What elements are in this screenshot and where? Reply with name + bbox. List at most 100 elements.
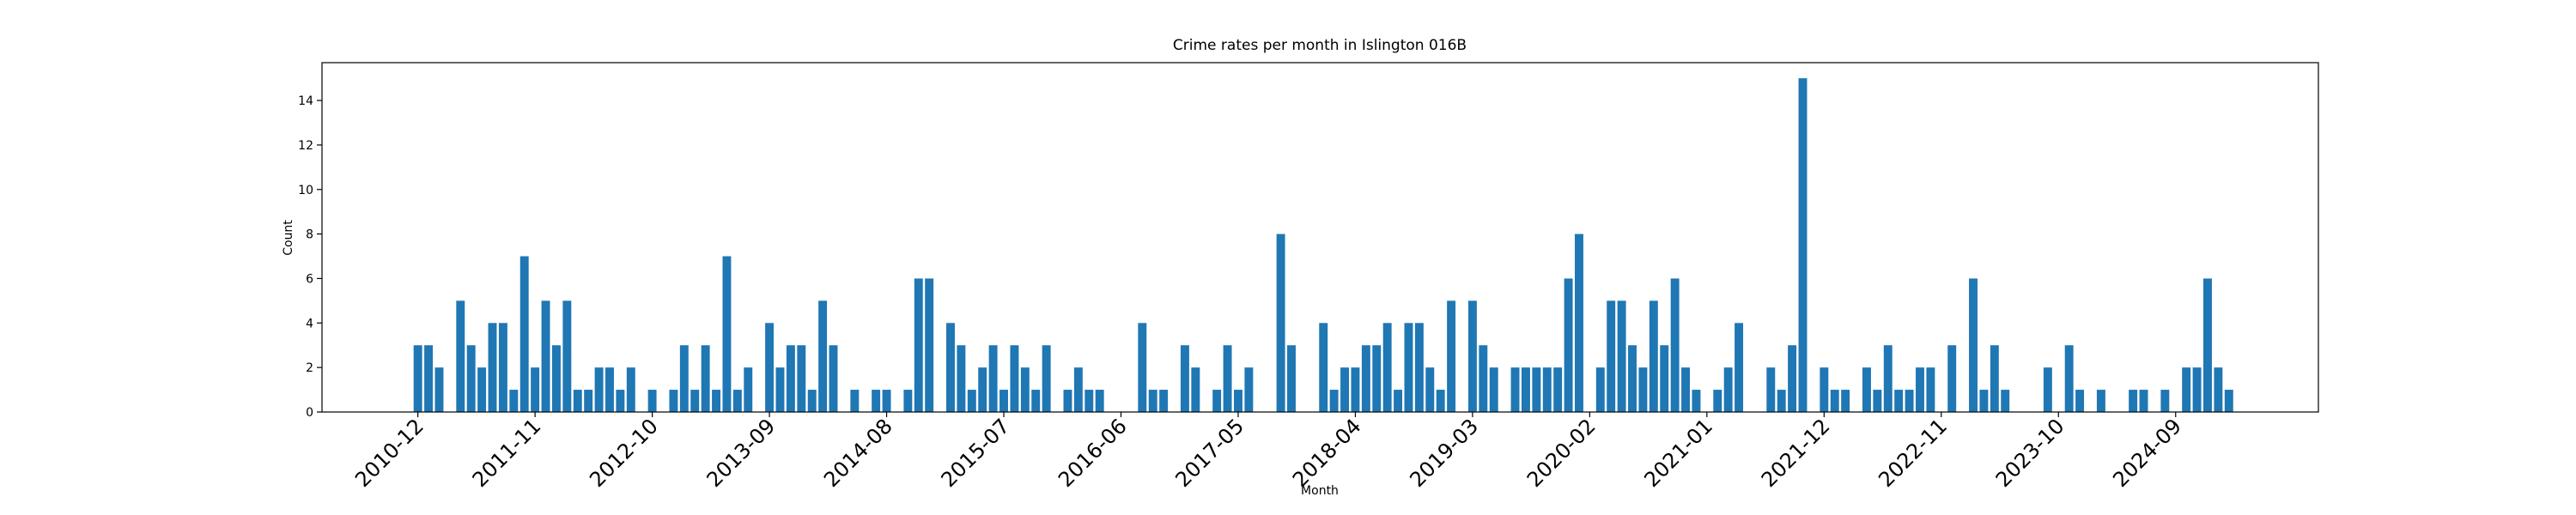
bar bbox=[456, 300, 465, 412]
bar bbox=[1638, 367, 1648, 412]
bar bbox=[551, 345, 561, 412]
bar bbox=[2075, 390, 2085, 412]
bar bbox=[1510, 367, 1520, 412]
x-axis-label: Month bbox=[1301, 484, 1339, 498]
y-tick-label: 10 bbox=[298, 184, 313, 197]
x-tick-label: 2015-07 bbox=[937, 414, 1015, 492]
x-tick-label: 2022-11 bbox=[1874, 414, 1952, 492]
bar bbox=[1798, 78, 1807, 413]
bar bbox=[1990, 345, 1999, 412]
bar bbox=[744, 367, 753, 412]
bar bbox=[488, 323, 497, 412]
bar bbox=[1670, 278, 1680, 412]
bar bbox=[1361, 345, 1370, 412]
y-tick-label: 12 bbox=[298, 139, 313, 153]
bar bbox=[434, 367, 444, 412]
bar bbox=[541, 300, 550, 412]
bar bbox=[2064, 345, 2074, 412]
bar bbox=[1467, 300, 1477, 412]
bar bbox=[1180, 345, 1189, 412]
bar bbox=[2182, 367, 2191, 412]
plot-frame bbox=[321, 62, 2319, 413]
bar bbox=[2203, 278, 2212, 412]
bar bbox=[2129, 390, 2138, 412]
bar bbox=[1649, 300, 1658, 412]
bar bbox=[1191, 367, 1200, 412]
y-tick-label: 8 bbox=[306, 228, 313, 242]
x-tick-label: 2019-03 bbox=[1405, 414, 1483, 492]
bar bbox=[765, 323, 775, 412]
bar bbox=[1979, 390, 1989, 412]
y-tick-label: 14 bbox=[298, 94, 313, 108]
bar bbox=[732, 390, 742, 412]
bar bbox=[1042, 345, 1051, 412]
bar bbox=[903, 390, 913, 412]
bar bbox=[1244, 367, 1254, 412]
bar bbox=[679, 345, 689, 412]
bar bbox=[1084, 390, 1094, 412]
bar bbox=[1575, 233, 1583, 412]
bar bbox=[1479, 345, 1488, 412]
bar bbox=[2139, 390, 2148, 412]
bar bbox=[616, 390, 625, 412]
bar bbox=[413, 345, 422, 412]
bar bbox=[519, 256, 529, 412]
bar bbox=[1617, 300, 1626, 412]
x-tick-label: 2023-10 bbox=[1991, 414, 2069, 492]
bar bbox=[712, 390, 721, 412]
bar bbox=[647, 390, 657, 412]
bar bbox=[2192, 367, 2202, 412]
bar bbox=[1969, 278, 1978, 412]
bar bbox=[1841, 390, 1850, 412]
bar bbox=[1351, 367, 1360, 412]
y-tick-label: 0 bbox=[306, 406, 313, 420]
bar bbox=[1073, 367, 1083, 412]
bar bbox=[2001, 390, 2010, 412]
bar bbox=[1212, 390, 1222, 412]
x-tick-label: 2021-12 bbox=[1757, 414, 1835, 492]
x-tick-label: 2024-09 bbox=[2108, 414, 2186, 492]
x-tick-label: 2014-08 bbox=[819, 414, 897, 492]
bar bbox=[1425, 367, 1435, 412]
bar bbox=[1723, 367, 1733, 412]
bar bbox=[1628, 345, 1637, 412]
bar bbox=[669, 390, 678, 412]
bar bbox=[466, 345, 476, 412]
bar bbox=[1287, 345, 1296, 412]
bar bbox=[1148, 390, 1157, 412]
bar bbox=[978, 367, 987, 412]
bar bbox=[1138, 323, 1147, 412]
bar bbox=[818, 300, 828, 412]
bar bbox=[807, 390, 817, 412]
bar bbox=[1020, 367, 1030, 412]
bar bbox=[584, 390, 593, 412]
bar bbox=[2214, 367, 2223, 412]
x-tick-label: 2016-06 bbox=[1054, 414, 1132, 492]
bar bbox=[1382, 323, 1392, 412]
bar bbox=[1447, 300, 1456, 412]
bar bbox=[701, 345, 710, 412]
bar bbox=[2224, 390, 2233, 412]
x-tick-label: 2018-04 bbox=[1288, 414, 1366, 492]
bar bbox=[1873, 390, 1882, 412]
bar bbox=[1329, 390, 1339, 412]
x-tick-label: 2017-05 bbox=[1171, 414, 1249, 492]
x-tick-label: 2020-02 bbox=[1522, 414, 1601, 492]
x-tick-label: 2011-11 bbox=[468, 414, 546, 492]
x-tick-label: 2012-10 bbox=[585, 414, 663, 492]
bar bbox=[531, 367, 540, 412]
x-tick-label: 2021-01 bbox=[1639, 414, 1717, 492]
bar bbox=[882, 390, 891, 412]
bar bbox=[1916, 367, 1924, 412]
bar bbox=[1905, 390, 1914, 412]
chart-title: Crime rates per month in Islington 016B bbox=[1173, 37, 1467, 54]
bar bbox=[1159, 390, 1169, 412]
bar bbox=[1607, 300, 1616, 412]
bar bbox=[477, 367, 487, 412]
bar bbox=[1681, 367, 1691, 412]
bar bbox=[1542, 367, 1552, 412]
bar bbox=[829, 345, 838, 412]
y-axis-label: Count bbox=[282, 220, 295, 256]
